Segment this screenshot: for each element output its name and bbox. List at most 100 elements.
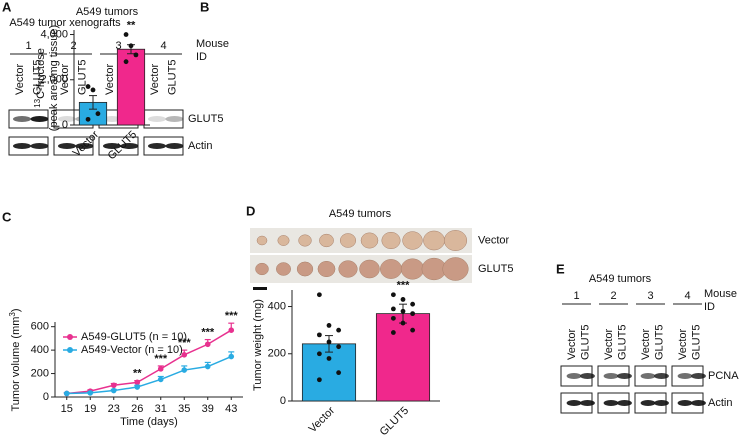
tumor [256, 235, 268, 246]
marker [204, 341, 211, 348]
marker [181, 352, 188, 358]
x-tick-label: 31 [155, 403, 167, 415]
lane-label: Vector [677, 328, 689, 360]
band [617, 373, 632, 379]
data-point [316, 332, 322, 338]
blot-title: A549 tumor xenografts [9, 17, 121, 29]
band [58, 116, 76, 122]
data-point [316, 377, 322, 383]
y-tick-label: 4,000 [40, 28, 68, 40]
y-axis-label-text: Tumor volume (mm [10, 317, 22, 412]
tumor [298, 234, 312, 247]
data-point [90, 87, 96, 93]
significance: *** [201, 326, 215, 338]
tumor [317, 261, 336, 277]
band [120, 143, 139, 149]
bar [375, 313, 431, 402]
tumor [423, 230, 445, 251]
data-point [400, 308, 406, 314]
panel-label: D [246, 203, 255, 218]
data-point [123, 32, 129, 37]
band [165, 116, 184, 122]
data-point [336, 370, 342, 376]
tumor [276, 262, 291, 276]
legend-marker [67, 347, 73, 353]
panel-label: C [2, 209, 12, 224]
significance: ** [127, 19, 136, 31]
mouse-number: 3 [647, 290, 653, 302]
chart-title: A549 tumors [329, 208, 392, 220]
x-tick-label: GLUT5 [378, 405, 412, 439]
marker [134, 379, 141, 386]
row-label: Vector [478, 234, 510, 246]
significance: *** [154, 353, 168, 365]
data-point [336, 344, 342, 350]
data-point [390, 330, 396, 335]
data-point [123, 59, 129, 65]
band [580, 373, 595, 379]
tumor [381, 231, 401, 250]
lane-label: Vector [603, 328, 615, 360]
band [75, 143, 94, 149]
data-point [400, 297, 406, 302]
bar [301, 343, 357, 402]
tumor [277, 235, 290, 246]
y-axis-label: Tumor weight (mg) [252, 299, 264, 391]
marker [204, 363, 211, 370]
band [617, 400, 632, 406]
data-point [390, 315, 396, 321]
data-point [85, 84, 91, 89]
tumor [400, 258, 425, 280]
lane-label: GLUT5 [76, 60, 88, 95]
data-point [400, 320, 406, 326]
data-point [316, 292, 322, 298]
y-axis-label-sup: 13 [33, 98, 42, 107]
mouse-number: 3 [115, 40, 121, 52]
lane-label: Vector [149, 63, 161, 95]
band-label: Actin [708, 397, 732, 409]
data-point [390, 292, 396, 298]
marker [134, 384, 141, 390]
mouse-id: Mouse [196, 38, 229, 50]
marker [157, 376, 164, 383]
x-tick-label: 15 [61, 403, 73, 415]
y-tick-label: 600 [31, 321, 49, 333]
band [103, 143, 121, 149]
x-tick-label: 26 [131, 403, 143, 415]
band [148, 116, 166, 122]
band [677, 400, 693, 406]
x-tick-label: 23 [108, 403, 120, 415]
lane-label: GLUT5 [579, 325, 591, 360]
y-tick-label: 400 [31, 344, 49, 356]
band [566, 400, 582, 406]
band [654, 373, 669, 379]
mouse-number: 4 [160, 40, 166, 52]
tumor [380, 259, 402, 279]
band [165, 143, 184, 149]
data-point [128, 43, 134, 49]
y-axis-label-text: ) [10, 308, 22, 312]
data-point [410, 311, 416, 317]
band-label: PCNA [708, 370, 739, 382]
band [580, 400, 595, 406]
mouse-id: ID [196, 51, 207, 63]
tumor [255, 262, 269, 276]
data-point [133, 52, 139, 58]
data-point [336, 327, 342, 333]
band [58, 143, 76, 149]
tumor [442, 257, 469, 281]
lane-label: Vector [566, 328, 578, 360]
band-label: GLUT5 [188, 113, 223, 125]
marker [87, 390, 94, 396]
bar [116, 48, 146, 126]
marker [157, 366, 164, 372]
chart-title: A549 tumors [76, 6, 139, 18]
tumor [402, 231, 423, 250]
series-line [66, 329, 232, 395]
legend-label: A549-GLUT5 (n = 10) [81, 331, 187, 343]
band [13, 116, 31, 122]
band [30, 143, 49, 149]
lane-label: Vector [59, 63, 71, 95]
tumor [319, 233, 334, 248]
mouse-number: 1 [573, 290, 579, 302]
